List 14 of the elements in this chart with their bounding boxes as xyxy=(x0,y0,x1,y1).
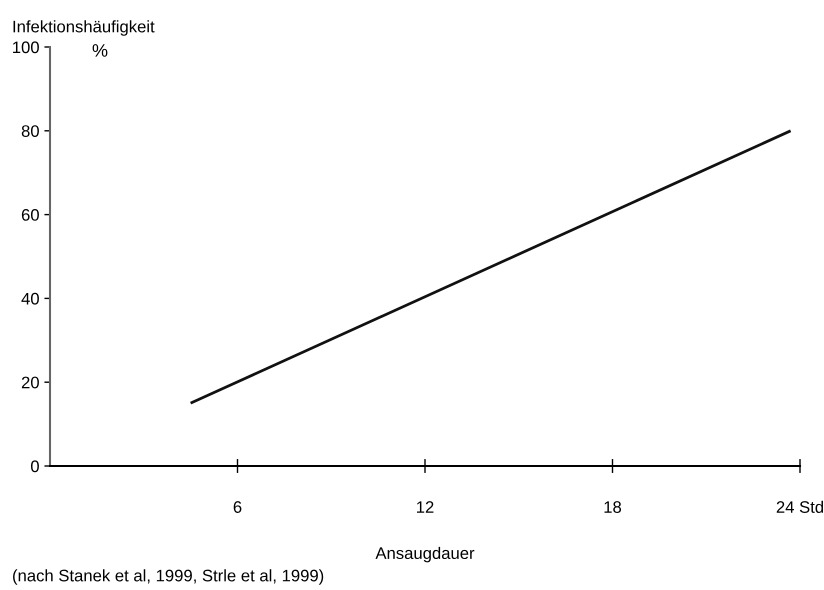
y-tick-label: 0 xyxy=(30,460,39,472)
y-tick-label: 100 xyxy=(13,41,39,54)
x-tick-label: 18 xyxy=(604,501,622,513)
x-tick-label: 6 xyxy=(234,501,242,513)
y-tick-label: 80 xyxy=(22,125,39,138)
y-axis-title: Infektionshäufigkeit xyxy=(14,20,155,36)
text: (nach Stanek et al, 1999, Strle et al, 1999) xyxy=(13,569,324,585)
y-tick-label: 60 xyxy=(22,209,39,221)
x-axis-title: Ansaugdauer xyxy=(375,546,474,562)
annotation: % xyxy=(92,44,108,57)
x-tick-label: 24 Std xyxy=(776,500,824,513)
y-tick-label: 40 xyxy=(21,292,39,305)
x-tick-label: 12 xyxy=(417,501,434,513)
y-tick-label: 20 xyxy=(22,376,39,388)
